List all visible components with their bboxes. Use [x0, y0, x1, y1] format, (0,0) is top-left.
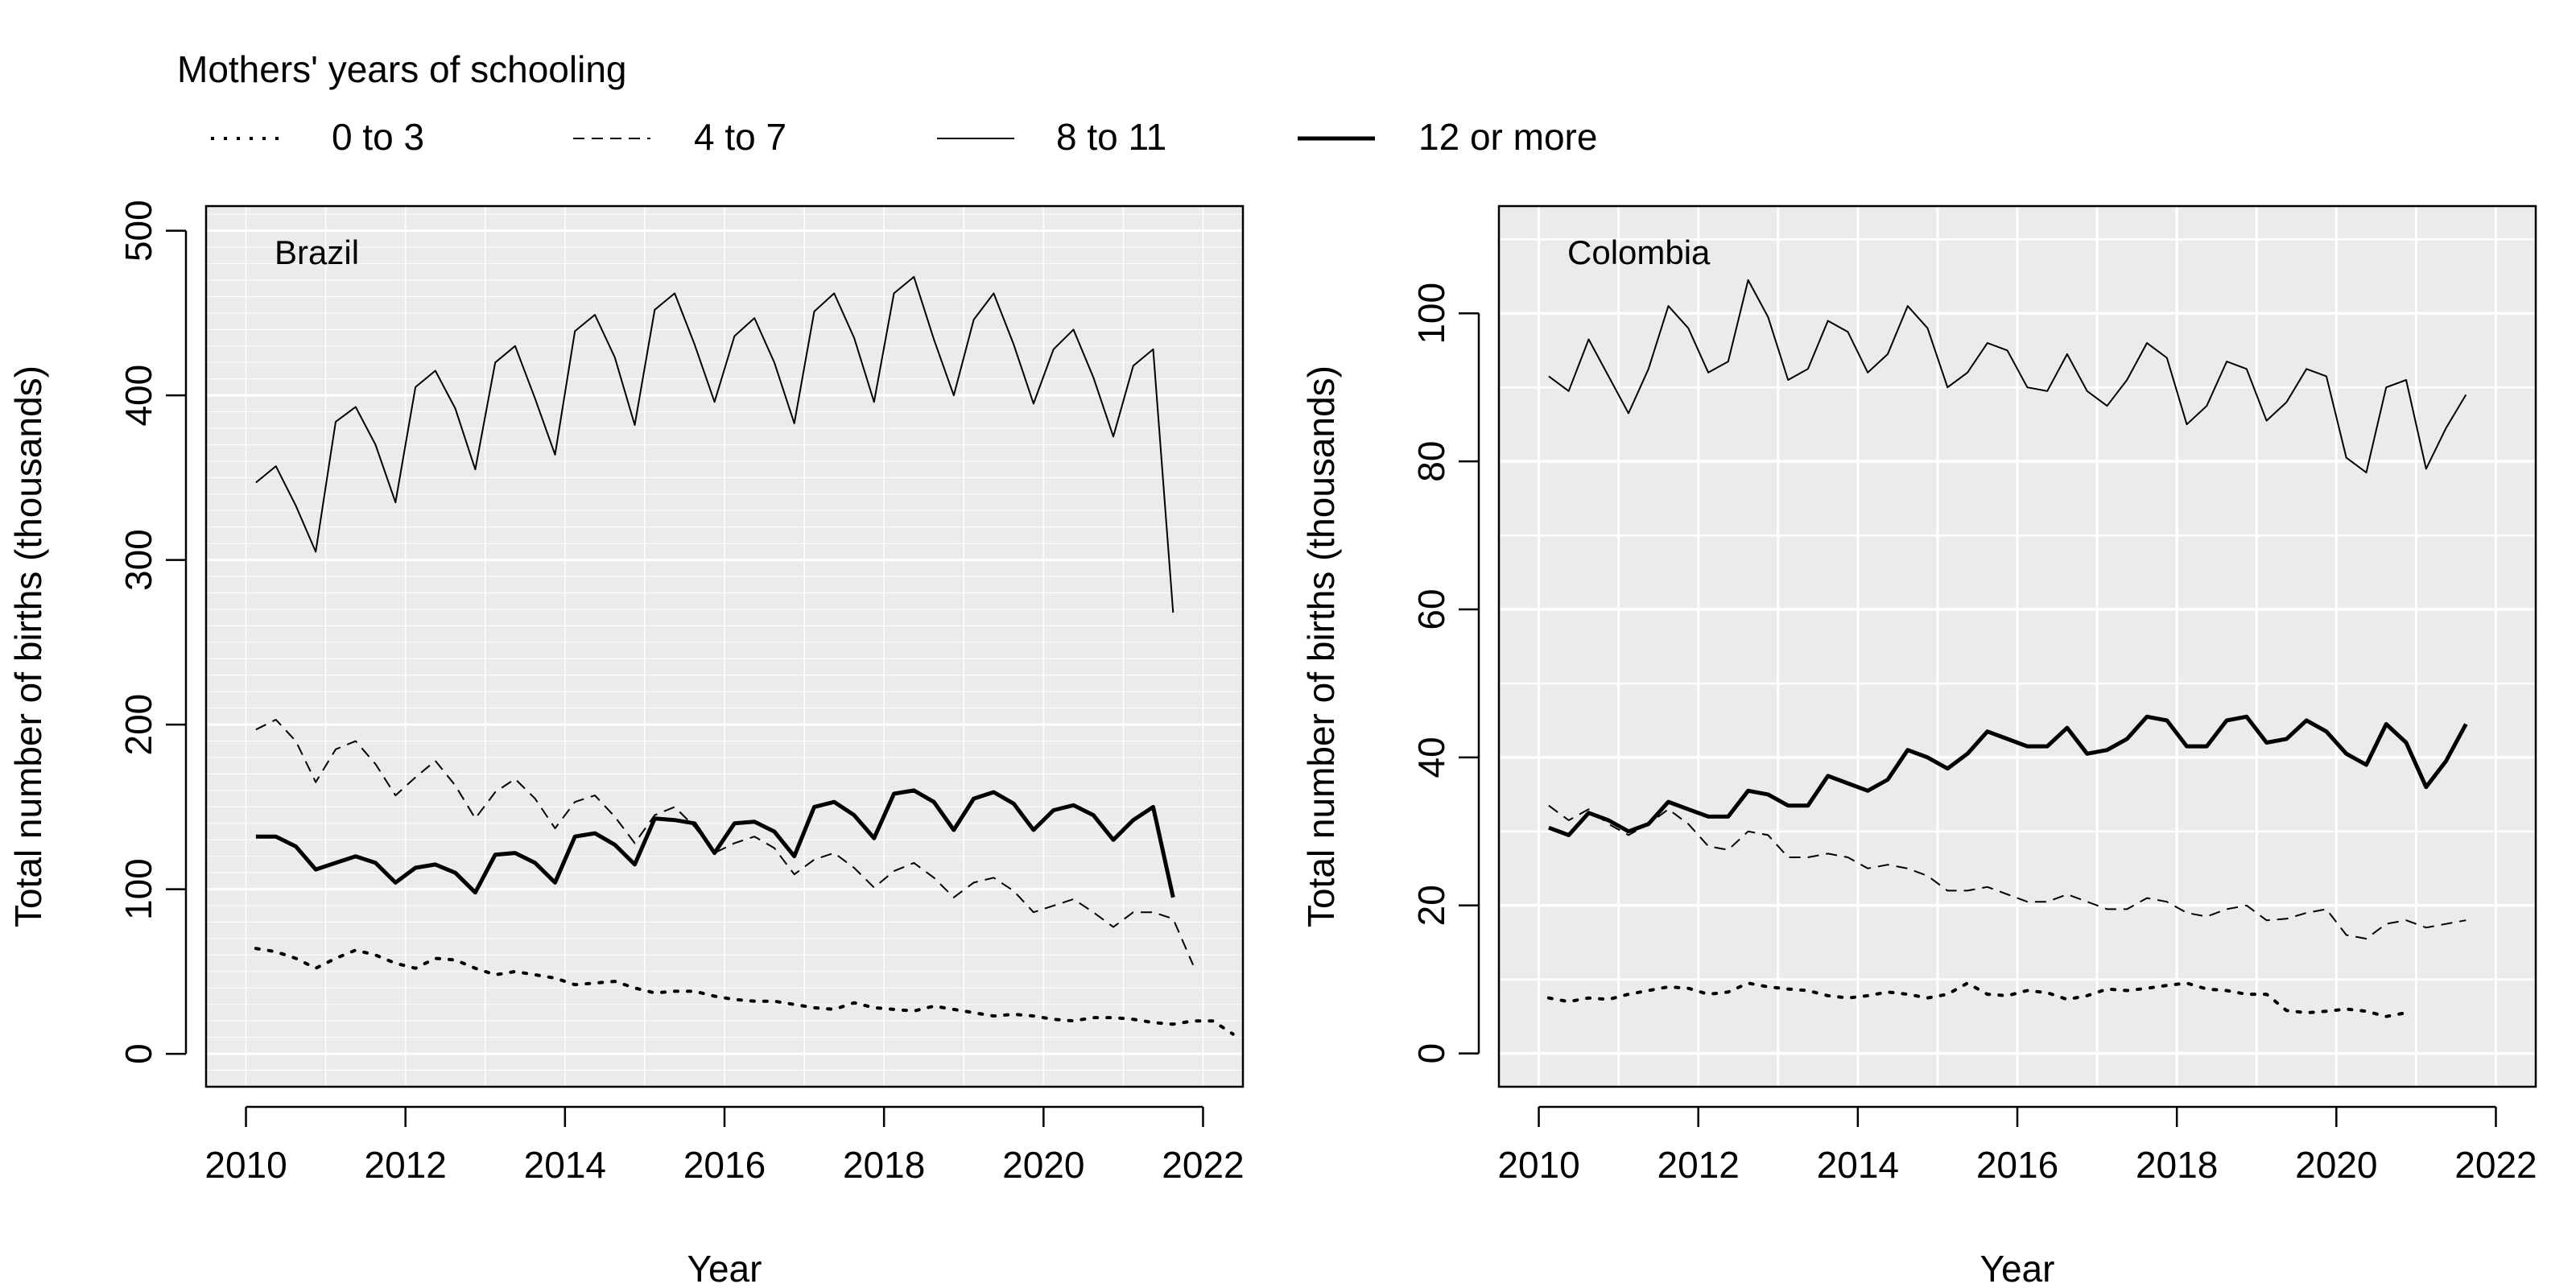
x-tick-label: 2012 — [1657, 1144, 1740, 1186]
x-tick-label: 2022 — [1162, 1144, 1244, 1186]
y-tick-label: 20 — [1410, 885, 1452, 926]
y-axis-title-colombia: Total number of births (thousands) — [1300, 365, 1342, 927]
y-tick-label: 0 — [118, 1043, 159, 1064]
y-axis-title-brazil: Total number of births (thousands) — [7, 365, 49, 927]
legend-label-0-to-3: 0 to 3 — [332, 116, 424, 158]
y-tick-label: 200 — [118, 694, 159, 756]
x-tick-label: 2018 — [2136, 1144, 2218, 1186]
series-line-colombia-12-or-more — [1548, 714, 2468, 837]
series-line-colombia-8-to-11 — [1548, 279, 2467, 473]
series-line-brazil-0-to-3 — [254, 947, 1235, 1036]
panel-brazil: 2010 2012 2014 2016 2018 2020 2022 0 100 200 300 40… — [7, 200, 1245, 1288]
series-line-brazil-12-or-more — [255, 788, 1175, 898]
legend: Mothers' years of schooling 0 to 3 4 to … — [177, 48, 1597, 158]
legend-title: Mothers' years of schooling — [177, 48, 627, 90]
y-tick-label: 300 — [118, 529, 159, 591]
y-tick-label: 40 — [1410, 737, 1452, 778]
legend-label-8-to-11: 8 to 11 — [1056, 116, 1166, 158]
series-line-colombia-4-to-7 — [1548, 804, 2467, 940]
legend-label-4-to-7: 4 to 7 — [694, 116, 786, 158]
y-tick-label: 80 — [1410, 441, 1452, 482]
y-tick-label: 400 — [118, 365, 159, 427]
series-line-colombia-0-to-3 — [1546, 981, 2408, 1018]
plot-frame-colombia — [1497, 204, 2537, 1088]
y-tick-label: 0 — [1410, 1043, 1452, 1064]
x-tick-label: 2016 — [683, 1144, 766, 1186]
panel-label-brazil: Brazil — [275, 233, 359, 271]
x-tick-label: 2012 — [365, 1144, 447, 1186]
x-tick-label: 2018 — [843, 1144, 925, 1186]
x-tick-label: 2014 — [1817, 1144, 1899, 1186]
panel-colombia: 2010 2012 2014 2016 2018 2020 2022 0 20 40 60 80 100… — [1300, 204, 2537, 1288]
x-tick-label: 2020 — [2295, 1144, 2377, 1186]
y-tick-label: 100 — [118, 858, 159, 920]
x-tick-label: 2020 — [1002, 1144, 1084, 1186]
series-line-brazil-4-to-7 — [255, 719, 1195, 966]
x-tick-label: 2010 — [204, 1144, 287, 1186]
x-axis-title-brazil: Year — [687, 1248, 762, 1288]
plot-frame-brazil — [204, 204, 1245, 1088]
x-tick-label: 2022 — [2454, 1144, 2537, 1186]
panel-label-colombia: Colombia — [1567, 233, 1711, 271]
x-tick-label: 2016 — [1976, 1144, 2058, 1186]
y-tick-label: 500 — [118, 200, 159, 262]
x-tick-label: 2010 — [1497, 1144, 1579, 1186]
series-line-brazil-8-to-11 — [255, 275, 1174, 613]
y-tick-label: 60 — [1410, 588, 1452, 630]
x-tick-label: 2014 — [524, 1144, 606, 1186]
legend-label-12-or-more: 12 or more — [1418, 116, 1597, 158]
x-axis-title-colombia: Year — [1980, 1248, 2055, 1288]
y-tick-label: 100 — [1410, 283, 1452, 345]
